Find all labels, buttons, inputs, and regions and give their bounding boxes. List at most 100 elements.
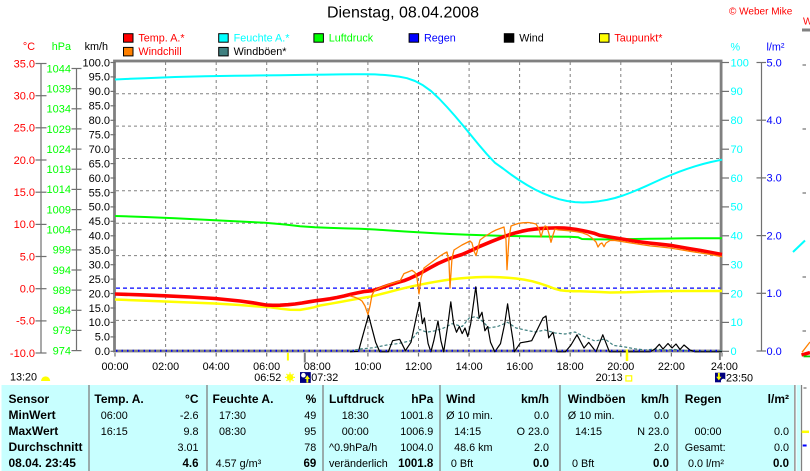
svg-text:^0.9hPa/h: ^0.9hPa/h [329, 442, 377, 454]
svg-text:0.0: 0.0 [653, 458, 669, 470]
svg-text:Wind: Wind [519, 33, 544, 45]
svg-text:49: 49 [304, 410, 316, 422]
svg-text:04:00: 04:00 [203, 361, 230, 373]
svg-text:50.0: 50.0 [89, 202, 110, 214]
svg-text:18:00: 18:00 [557, 361, 584, 373]
svg-text:Regen: Regen [424, 33, 456, 45]
svg-text:40.0: 40.0 [89, 231, 110, 243]
svg-text:50: 50 [731, 202, 743, 214]
svg-text:00:00: 00:00 [342, 426, 369, 438]
svg-text:13:20: 13:20 [10, 372, 37, 384]
svg-text:994: 994 [53, 265, 71, 277]
svg-text:l/m²: l/m² [767, 42, 785, 54]
svg-text:Regen: Regen [685, 392, 722, 406]
svg-text:Durchschnitt: Durchschnitt [9, 440, 83, 454]
svg-text:0.0: 0.0 [533, 458, 549, 470]
svg-text:10.0: 10.0 [14, 219, 35, 231]
svg-text:1014: 1014 [47, 184, 71, 196]
svg-text:Feuchte A.*: Feuchte A.* [234, 33, 291, 45]
svg-text:00:00: 00:00 [695, 426, 722, 438]
svg-text:02:00: 02:00 [152, 361, 179, 373]
svg-text:km/h: km/h [85, 41, 108, 53]
svg-text:Windchill: Windchill [138, 46, 181, 58]
svg-text:1001.8: 1001.8 [398, 458, 434, 470]
svg-text:hPa: hPa [411, 392, 433, 406]
svg-text:10.0: 10.0 [89, 317, 110, 329]
svg-text:07:32: 07:32 [311, 372, 338, 384]
svg-text:-2.6: -2.6 [180, 410, 199, 422]
svg-text:0 Bft: 0 Bft [572, 458, 594, 470]
svg-text:1006.9: 1006.9 [400, 426, 433, 438]
svg-text:17:30: 17:30 [219, 410, 246, 422]
svg-text:© Weber Mike: © Weber Mike [729, 6, 793, 17]
svg-text:60.0: 60.0 [89, 173, 110, 185]
svg-text:90: 90 [731, 86, 743, 98]
svg-text:Temp. A.*: Temp. A.* [138, 33, 185, 45]
svg-text:1029: 1029 [47, 124, 71, 136]
svg-text:Dienstag, 08.04.2008: Dienstag, 08.04.2008 [327, 5, 479, 22]
svg-text:1004: 1004 [47, 225, 71, 237]
svg-text:km/h: km/h [521, 392, 549, 406]
svg-text:12:00: 12:00 [405, 361, 432, 373]
svg-text:2.0: 2.0 [767, 230, 782, 242]
svg-text:3.0: 3.0 [767, 173, 782, 185]
svg-text:35.0: 35.0 [89, 245, 110, 257]
svg-text:Luftdruck: Luftdruck [329, 33, 374, 45]
svg-text:W: W [803, 17, 810, 28]
svg-text:Temp. A.: Temp. A. [94, 392, 143, 406]
svg-text:40: 40 [731, 231, 743, 243]
svg-text:22:00: 22:00 [658, 361, 685, 373]
svg-text:0.0 l/m²: 0.0 l/m² [688, 458, 724, 470]
svg-text:80: 80 [731, 115, 743, 127]
svg-text:1.0: 1.0 [767, 288, 782, 300]
svg-text:30.0: 30.0 [14, 91, 35, 103]
svg-text:14:00: 14:00 [456, 361, 483, 373]
svg-text:0: 0 [731, 346, 737, 358]
svg-text:1044: 1044 [47, 63, 71, 75]
svg-text:06:00: 06:00 [101, 410, 128, 422]
svg-text:hPa: hPa [52, 41, 71, 53]
svg-text:00:00: 00:00 [101, 361, 128, 373]
svg-text:1019: 1019 [47, 164, 71, 176]
svg-text:20.0: 20.0 [89, 288, 110, 300]
svg-text:75.0: 75.0 [89, 130, 110, 142]
svg-text:85.0: 85.0 [89, 101, 110, 113]
svg-text:06:52: 06:52 [254, 372, 281, 384]
svg-text:Gesamt:: Gesamt: [685, 442, 726, 454]
svg-text:0.0: 0.0 [654, 410, 669, 422]
svg-text:15.0: 15.0 [14, 187, 35, 199]
svg-text:5.0: 5.0 [767, 57, 782, 69]
svg-text:9.8: 9.8 [183, 426, 198, 438]
svg-text:0.0: 0.0 [95, 346, 110, 358]
svg-text:2.0: 2.0 [654, 442, 669, 454]
svg-text:%: % [306, 392, 317, 406]
svg-text:Ø 10 min.: Ø 10 min. [446, 410, 493, 422]
svg-text:1024: 1024 [47, 144, 71, 156]
svg-text:O 23.0: O 23.0 [517, 426, 549, 438]
svg-text:Sensor: Sensor [9, 392, 50, 406]
svg-text:20: 20 [731, 288, 743, 300]
svg-text:0.0: 0.0 [20, 284, 35, 296]
svg-text:2.0: 2.0 [534, 442, 549, 454]
svg-text:veränderlich: veränderlich [329, 458, 388, 470]
svg-text:100.0: 100.0 [82, 57, 110, 69]
svg-text:10: 10 [731, 317, 743, 329]
svg-text:-5.0: -5.0 [16, 316, 35, 328]
svg-text:06:00: 06:00 [253, 361, 280, 373]
svg-text:979: 979 [53, 325, 71, 337]
svg-text:95.0: 95.0 [89, 72, 110, 84]
svg-text:24:00: 24:00 [711, 361, 738, 373]
svg-text:1001.8: 1001.8 [400, 410, 433, 422]
svg-text:974: 974 [53, 345, 71, 357]
svg-text:35.0: 35.0 [14, 58, 35, 70]
svg-text:30: 30 [731, 259, 743, 271]
svg-text:1004.0: 1004.0 [400, 442, 433, 454]
svg-text:1009: 1009 [47, 204, 71, 216]
svg-text:1034: 1034 [47, 104, 71, 116]
svg-text:78: 78 [304, 442, 316, 454]
svg-text:5.0: 5.0 [20, 251, 35, 263]
svg-text:25.0: 25.0 [89, 274, 110, 286]
svg-text:16:00: 16:00 [506, 361, 533, 373]
svg-text:45.0: 45.0 [89, 216, 110, 228]
svg-text:4.57 g/m³: 4.57 g/m³ [216, 458, 262, 470]
